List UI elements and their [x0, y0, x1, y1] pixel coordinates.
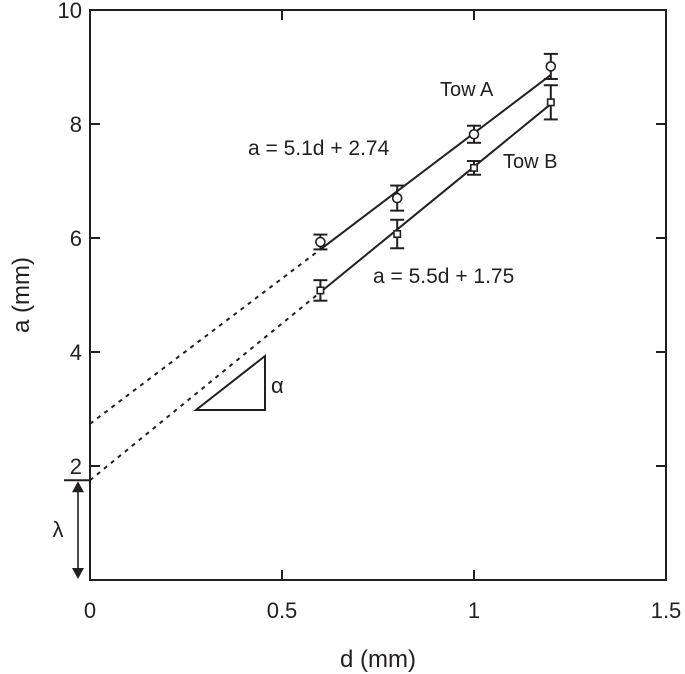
x-tick-label: 1: [468, 598, 480, 623]
fit-extrapolation-tow-a: [89, 248, 322, 425]
fit-extrapolation-tow-b: [89, 291, 322, 482]
offset-symbol-lambda: λ: [53, 517, 64, 542]
fit-equation-tow-b: a = 5.5d + 1.75: [373, 265, 514, 288]
y-tick-label: 2: [70, 454, 82, 479]
slope-triangle: [193, 353, 266, 411]
y-tick-label: 6: [70, 226, 82, 251]
slope-symbol-alpha: α: [271, 373, 284, 398]
data-point-tow-a: [468, 128, 480, 140]
series-label-tow-b: Tow B: [503, 151, 557, 173]
data-point-tow-a: [315, 236, 326, 248]
x-tick-label: 0.5: [267, 598, 298, 623]
fit-lines: [89, 74, 552, 482]
y-tick-label: 4: [70, 340, 82, 365]
data-point-tow-b: [546, 98, 555, 107]
data-point-tow-b: [316, 286, 325, 295]
annotation-labels: Tow A Tow B a = 5.1d + 2.74 a = 5.5d + 1…: [248, 79, 557, 288]
data-point-tow-b: [393, 230, 402, 239]
fit-line-tow-a: [319, 74, 552, 251]
series-label-tow-a: Tow A: [440, 79, 494, 101]
data-point-tow-a: [545, 61, 557, 72]
fit-line-tow-b: [319, 103, 552, 293]
data-point-tow-b: [469, 163, 478, 172]
offset-indicator: [64, 479, 90, 579]
fit-equation-tow-a: a = 5.1d + 2.74: [248, 137, 390, 160]
y-axis-title: a (mm): [8, 257, 35, 333]
axis-ticks: [89, 9, 667, 580]
x-tick-label: 1.5: [651, 598, 682, 623]
x-tick-label: 0: [84, 598, 96, 623]
y-tick-label: 8: [70, 112, 82, 137]
data-point-tow-a: [391, 192, 403, 204]
offset-arrow-head-up: [72, 481, 84, 493]
x-axis-title: d (mm): [340, 646, 416, 673]
plot-frame: [89, 9, 667, 581]
tick-labels: 0 0.5 1 1.5 2 4 6 8 10: [58, 0, 682, 623]
data-points: [313, 52, 558, 302]
slope-triangle-shape: [193, 353, 266, 411]
y-tick-label: 10: [58, 0, 82, 23]
offset-arrow-head-down: [72, 568, 84, 579]
